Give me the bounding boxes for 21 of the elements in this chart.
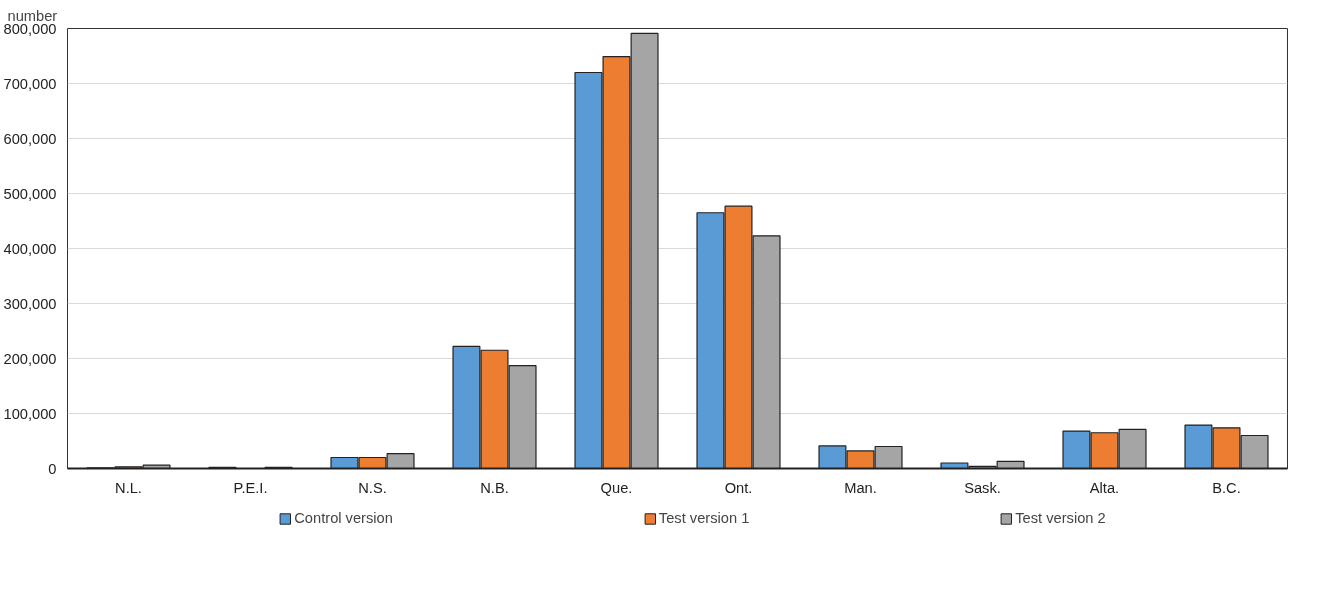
x-tick-label: Sask.	[964, 479, 1001, 496]
x-tick-label: N.S.	[358, 479, 387, 496]
x-tick-label: Ont.	[724, 479, 753, 496]
y-tick-label: 300,000	[3, 295, 57, 312]
x-tick-label: N.B.	[480, 479, 509, 496]
y-tick-label: 500,000	[3, 185, 57, 202]
x-tick-label: P.E.I.	[233, 479, 268, 496]
y-tick-label: 200,000	[3, 350, 57, 367]
y-tick-label: 0	[48, 460, 57, 477]
y-tick-label: 400,000	[3, 240, 57, 257]
y-tick-label: 700,000	[3, 75, 57, 92]
y-tick-label: 100,000	[3, 405, 57, 422]
x-tick-label: Man.	[844, 479, 877, 496]
legend-label: Test version 2	[1015, 510, 1106, 526]
y-tick-label: 600,000	[3, 130, 57, 147]
legend-label: Control version	[294, 510, 393, 526]
x-tick-label: B.C.	[1212, 479, 1241, 496]
x-tick-label: Alta.	[1089, 479, 1120, 496]
x-tick-label: Que.	[600, 479, 633, 496]
x-tick-label: N.L.	[115, 479, 142, 496]
legend-label: Test version 1	[658, 510, 750, 526]
